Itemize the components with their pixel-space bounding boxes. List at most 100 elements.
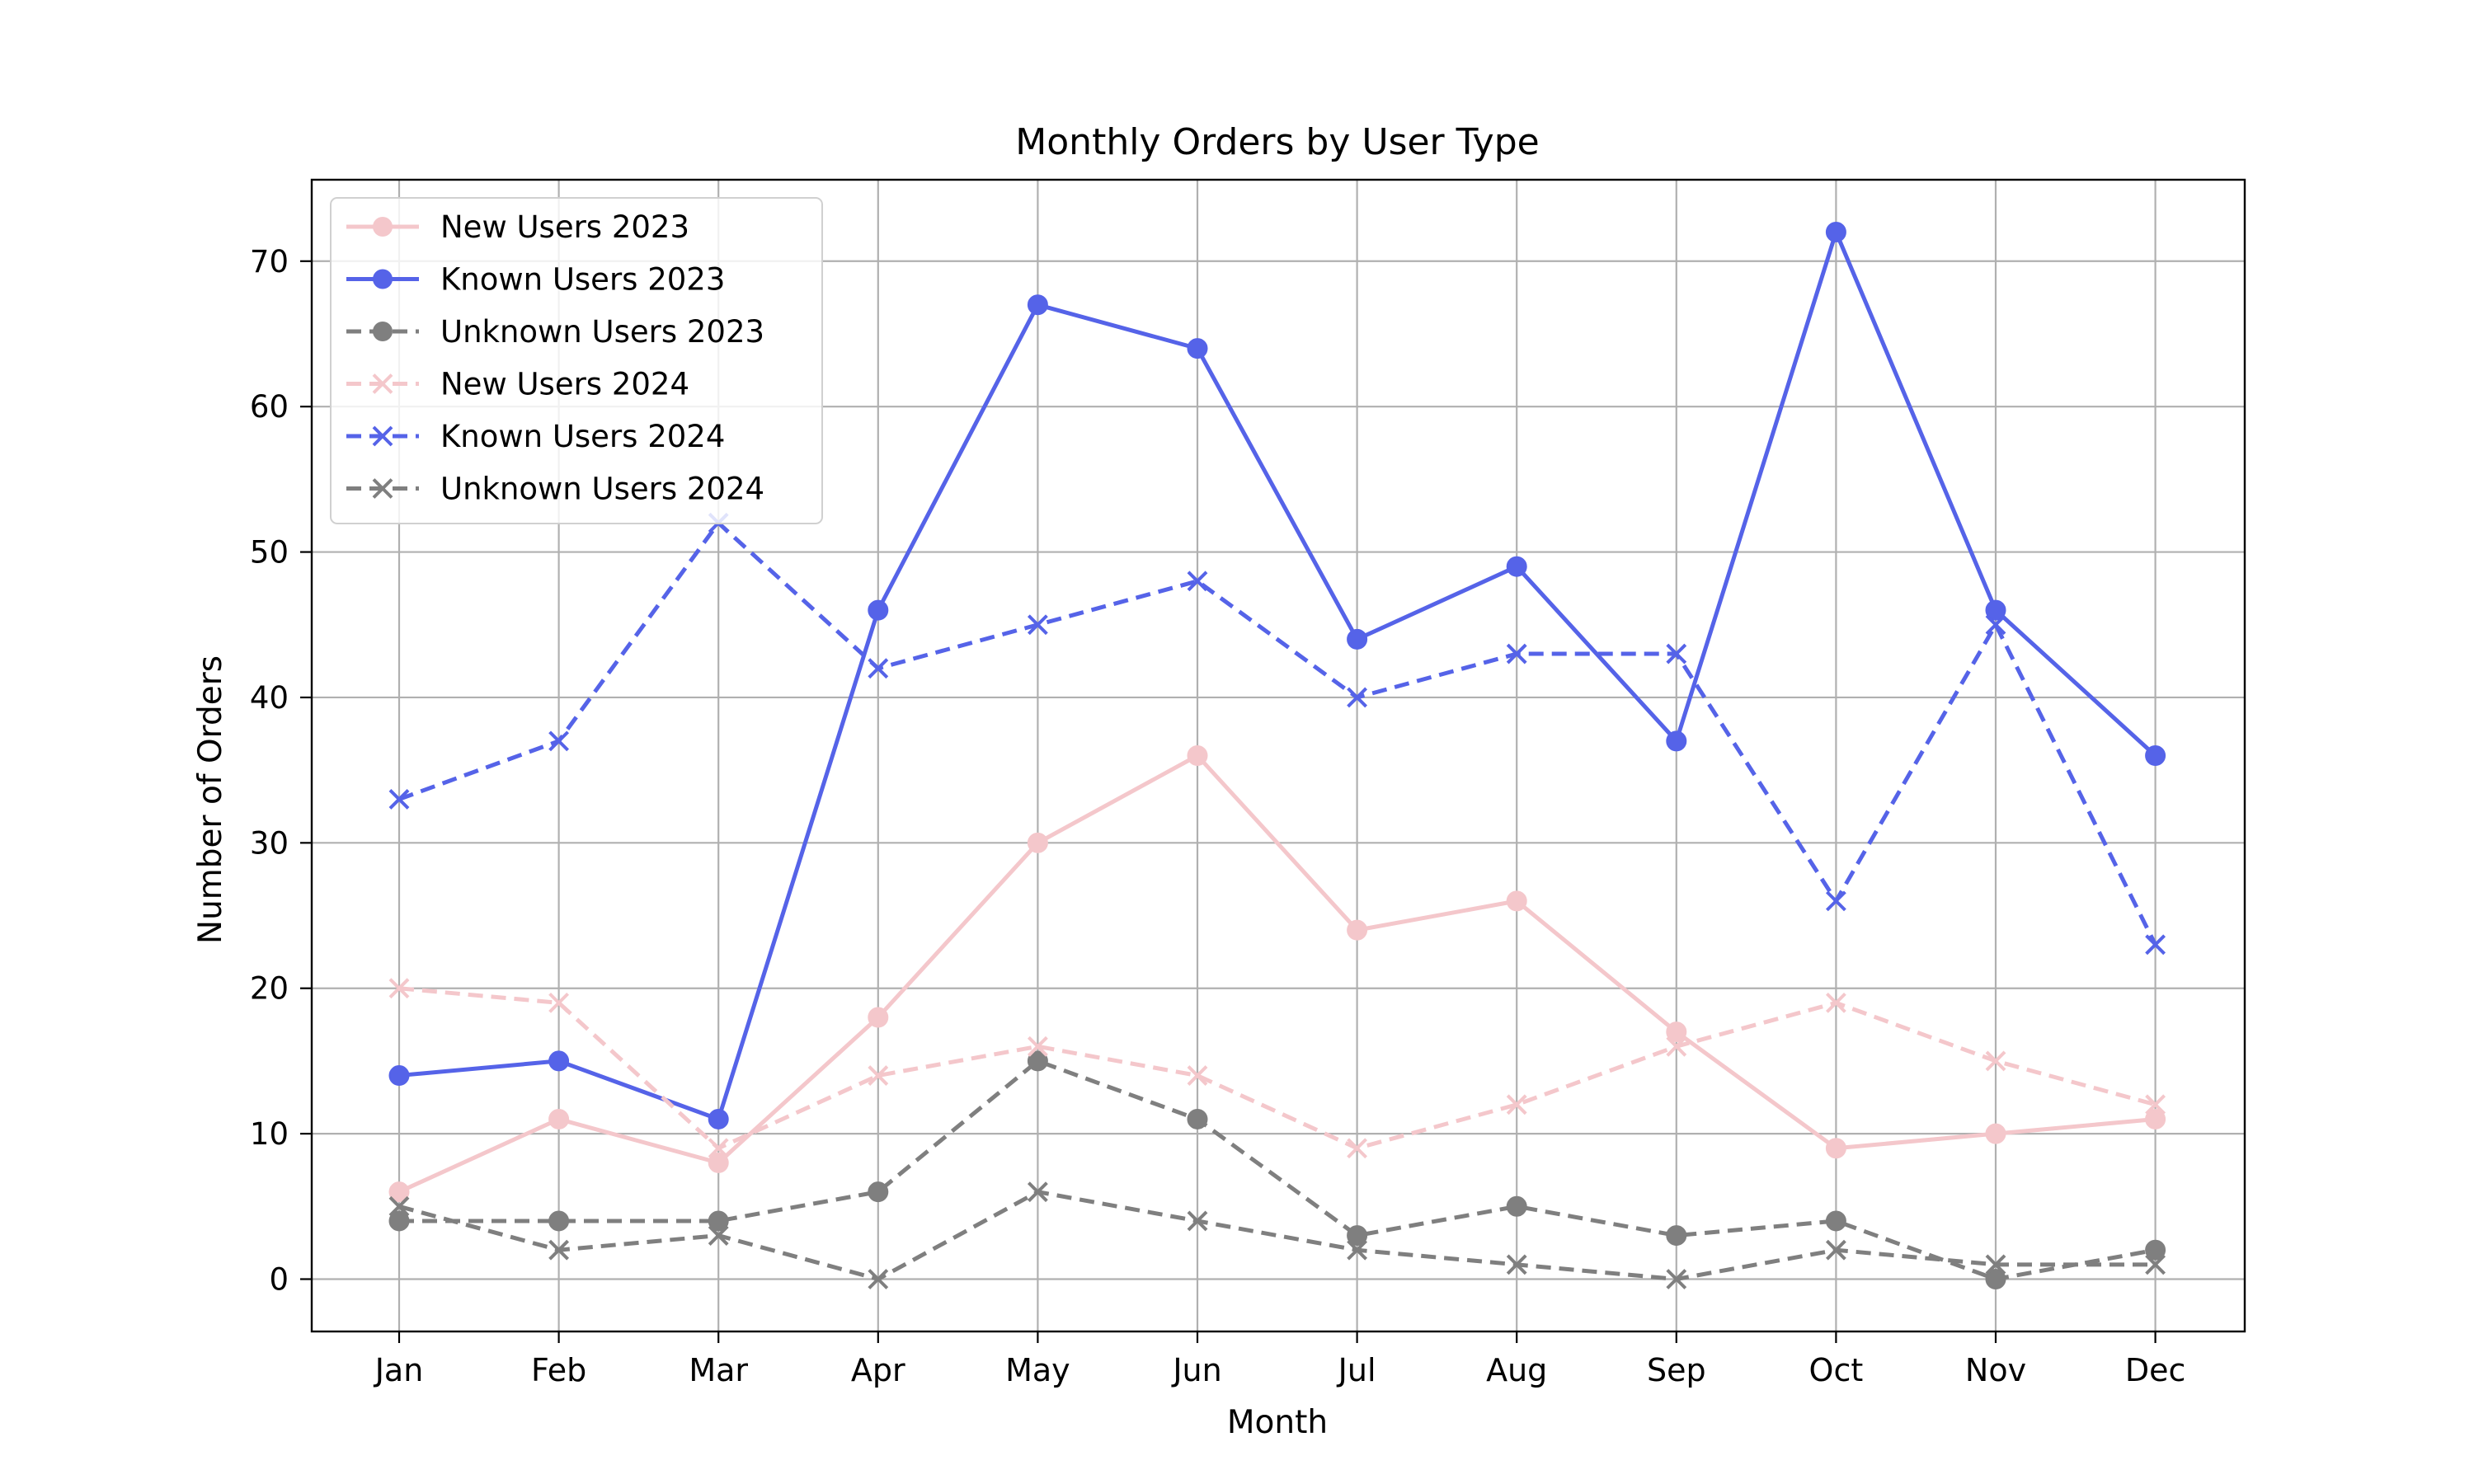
chart-title: Monthly Orders by User Type	[1015, 121, 1539, 163]
data-point-unknown-users-2023-jul	[1347, 1225, 1368, 1247]
x-tick-label-nov: Nov	[1965, 1352, 2026, 1388]
data-point-unknown-users-2023-jun	[1187, 1108, 1208, 1129]
legend-label-known-users-2023: Known Users 2023	[440, 262, 725, 298]
legend-marker-known-users-2024	[372, 425, 393, 447]
legend-marker-unknown-users-2024	[372, 478, 393, 499]
y-tick-label-10: 10	[250, 1116, 289, 1152]
data-point-new-users-2023-feb	[548, 1108, 570, 1129]
series-line-new-users-2024	[398, 986, 2157, 1151]
data-point-known-users-2023-jun	[1187, 338, 1208, 359]
data-point-unknown-users-2024-aug	[1506, 1254, 1527, 1275]
data-point-unknown-users-2024-jan	[388, 1195, 410, 1217]
data-point-unknown-users-2024-dec	[2145, 1254, 2166, 1275]
data-point-new-users-2023-apr	[868, 1007, 889, 1028]
data-point-unknown-users-2024-oct	[1825, 1239, 1846, 1261]
data-point-new-users-2023-dec	[2145, 1108, 2166, 1129]
data-point-unknown-users-2024-jun	[1187, 1210, 1208, 1232]
legend-label-unknown-users-2024: Unknown Users 2024	[440, 472, 764, 507]
plot-frame	[310, 178, 2246, 1333]
data-point-unknown-users-2024-feb	[548, 1239, 570, 1261]
data-point-known-users-2023-aug	[1506, 556, 1527, 577]
x-tick-label-sep: Sep	[1647, 1352, 1706, 1388]
x-tick-label-oct: Oct	[1809, 1352, 1864, 1388]
data-point-known-users-2024-aug	[1506, 643, 1527, 665]
legend-item-unknown-users-2024: Unknown Users 2024	[346, 472, 764, 507]
series-line-known-users-2023	[398, 230, 2157, 1121]
data-point-new-users-2024-sep	[1666, 1036, 1687, 1057]
data-point-unknown-users-2024-apr	[868, 1269, 889, 1289]
data-point-new-users-2024-apr	[868, 1065, 889, 1086]
data-point-known-users-2024-dec	[2145, 934, 2166, 956]
x-tick-label-mar: Mar	[689, 1352, 748, 1388]
legend-marker-unknown-users-2023	[373, 322, 393, 341]
tick-layer: Jan Feb Mar Apr May Jun Jul Aug Sep Oct Nov Dec 0 10 2…	[250, 244, 2185, 1388]
data-point-known-users-2024-jul	[1347, 687, 1368, 708]
data-point-new-users-2024-dec	[2145, 1094, 2166, 1115]
data-point-unknown-users-2024-jul	[1347, 1239, 1368, 1261]
data-point-unknown-users-2023-aug	[1506, 1195, 1527, 1217]
data-point-unknown-users-2023-mar	[708, 1210, 729, 1232]
legend-label-known-users-2024: Known Users 2024	[440, 419, 725, 454]
data-point-known-users-2024-feb	[548, 730, 570, 752]
data-point-new-users-2023-may	[1027, 832, 1048, 853]
legend-item-new-users-2023: New Users 2023	[346, 209, 689, 245]
legend-marker-new-users-2024	[372, 373, 393, 394]
data-point-known-users-2023-jan	[388, 1065, 410, 1087]
y-tick-label-70: 70	[250, 244, 289, 279]
data-point-known-users-2023-oct	[1825, 222, 1846, 242]
data-point-new-users-2024-jan	[388, 978, 410, 999]
data-point-new-users-2024-jun	[1187, 1065, 1208, 1086]
data-point-unknown-users-2024-sep	[1666, 1269, 1687, 1289]
data-point-known-users-2023-feb	[548, 1050, 570, 1072]
data-point-new-users-2024-mar	[708, 1138, 729, 1159]
legend: New Users 2023 Known Users 2023 Unknown Us…	[330, 197, 823, 524]
y-tick-label-20: 20	[250, 971, 289, 1007]
data-point-new-users-2023-nov	[1985, 1123, 2006, 1144]
series-line-unknown-users-2024	[398, 1190, 2156, 1281]
series-layer	[388, 222, 2166, 1289]
data-point-known-users-2024-apr	[868, 658, 889, 679]
data-point-new-users-2024-oct	[1825, 992, 1846, 1013]
data-point-known-users-2023-may	[1027, 294, 1048, 316]
series-unknown-users-2024	[388, 1181, 2166, 1289]
data-point-new-users-2023-jan	[388, 1181, 410, 1203]
data-point-known-users-2023-sep	[1666, 730, 1687, 752]
data-point-new-users-2024-feb	[548, 992, 570, 1013]
x-tick-label-aug: Aug	[1486, 1352, 1547, 1388]
data-point-new-users-2023-oct	[1825, 1138, 1846, 1159]
series-line-new-users-2023	[397, 754, 2156, 1194]
data-point-unknown-users-2024-may	[1027, 1181, 1048, 1203]
data-point-known-users-2024-jun	[1187, 571, 1208, 592]
data-point-known-users-2024-oct	[1825, 890, 1846, 912]
y-tick-label-60: 60	[250, 389, 289, 425]
legend-label-new-users-2024: New Users 2024	[440, 367, 689, 402]
legend-item-known-users-2023: Known Users 2023	[346, 262, 725, 298]
x-tick-label-feb: Feb	[531, 1352, 586, 1388]
data-point-known-users-2023-jul	[1347, 628, 1368, 650]
series-known-users-2024	[388, 512, 2166, 956]
data-point-unknown-users-2023-may	[1027, 1050, 1048, 1072]
x-tick-label-jul: Jul	[1337, 1352, 1376, 1388]
data-point-new-users-2024-jul	[1347, 1138, 1368, 1159]
data-point-unknown-users-2024-nov	[1985, 1254, 2006, 1275]
x-tick-label-jan: Jan	[374, 1352, 424, 1388]
x-tick-label-jun: Jun	[1171, 1352, 1221, 1388]
data-point-unknown-users-2023-dec	[2145, 1239, 2166, 1261]
data-point-unknown-users-2023-jan	[388, 1210, 410, 1232]
data-point-new-users-2023-aug	[1506, 890, 1527, 912]
data-point-new-users-2024-nov	[1985, 1050, 2006, 1072]
legend-label-new-users-2023: New Users 2023	[440, 209, 689, 245]
data-point-new-users-2024-aug	[1506, 1094, 1527, 1115]
series-line-unknown-users-2023	[399, 1059, 2157, 1281]
data-point-unknown-users-2023-nov	[1985, 1269, 2006, 1289]
series-unknown-users-2023	[388, 1050, 2166, 1289]
series-known-users-2023	[388, 222, 2166, 1129]
x-tick-label-dec: Dec	[2125, 1352, 2186, 1388]
data-point-new-users-2023-mar	[708, 1152, 729, 1173]
data-point-known-users-2024-sep	[1666, 643, 1687, 665]
data-point-unknown-users-2023-sep	[1666, 1225, 1687, 1247]
data-point-known-users-2024-jan	[388, 789, 410, 810]
data-point-known-users-2023-mar	[708, 1108, 729, 1129]
series-line-known-users-2024	[398, 520, 2157, 946]
